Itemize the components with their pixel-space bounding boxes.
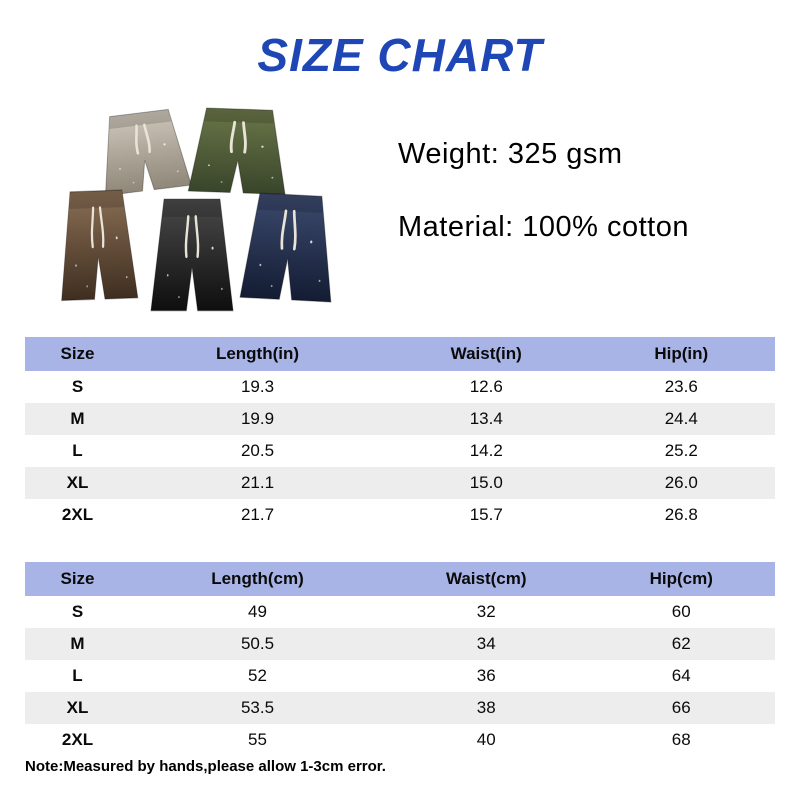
measurement-cell: 49	[248, 602, 267, 621]
measurement-cell: 21.1	[240, 473, 275, 492]
size-cell: S	[71, 602, 84, 621]
measurement-cell: 53.5	[240, 698, 275, 717]
measurement-cell: 14.2	[469, 441, 503, 460]
material-text: Material: 100% cotton	[398, 211, 689, 243]
measurement-cell: 15.7	[469, 505, 503, 524]
table-row: S 49 32 60	[25, 596, 775, 628]
table-row: 2XL 55 40 68	[25, 724, 775, 756]
size-cell: M	[70, 634, 85, 653]
measurement-cell: 66	[671, 698, 691, 717]
size-cell: 2XL	[61, 730, 94, 749]
measurement-cell: 24.4	[664, 409, 698, 428]
column-header: Size	[25, 562, 130, 596]
measurement-cell: 23.6	[664, 377, 698, 396]
measurement-cell: 55	[248, 730, 267, 749]
measurement-cell: 62	[671, 634, 691, 653]
measurement-cell: 52	[248, 666, 267, 685]
measurement-cell: 40	[476, 730, 496, 749]
size-cell: M	[70, 409, 85, 428]
measurement-cell: 36	[476, 666, 496, 685]
size-table-centimeters: Size Length(cm) Waist(cm) Hip(cm) S 49 32 60 M 5…	[25, 562, 775, 756]
shorts-image-black	[136, 191, 248, 327]
measurement-cell: 26.8	[664, 505, 698, 524]
column-header: Length(in)	[130, 337, 385, 371]
measurement-cell: 15.0	[469, 473, 503, 492]
measurement-cell: 38	[476, 698, 496, 717]
size-cell: S	[71, 377, 84, 396]
weight-text: Weight: 325 gsm	[398, 138, 623, 170]
shorts-image-green	[170, 101, 305, 208]
column-header: Hip(in)	[587, 337, 775, 371]
table-row: XL 53.5 38 66	[25, 692, 775, 724]
measurement-cell: 34	[476, 634, 496, 653]
column-header: Size	[25, 337, 130, 371]
table-row: XL 21.1 15.0 26.0	[25, 467, 775, 499]
measurement-cell: 60	[671, 602, 691, 621]
shorts-image-brown	[44, 181, 153, 317]
size-cell: XL	[66, 698, 89, 717]
table-header-row: Size Length(cm) Waist(cm) Hip(cm)	[25, 562, 775, 596]
size-cell: 2XL	[61, 505, 94, 524]
size-table-inches: Size Length(in) Waist(in) Hip(in) S 19.3 12.6…	[25, 337, 775, 531]
size-cell: L	[72, 666, 83, 685]
table-row: L 52 36 64	[25, 660, 775, 692]
measurement-cell: 32	[476, 602, 496, 621]
measurement-note: Note:Measured by hands,please allow 1-3c…	[25, 758, 386, 775]
shorts-image-navy	[223, 184, 354, 318]
column-header: Waist(in)	[385, 337, 588, 371]
size-cell: L	[72, 441, 83, 460]
column-header: Waist(cm)	[385, 562, 588, 596]
table-row: M 50.5 34 62	[25, 628, 775, 660]
measurement-cell: 20.5	[240, 441, 275, 460]
measurement-cell: 64	[671, 666, 691, 685]
table-header-row: Size Length(in) Waist(in) Hip(in)	[25, 337, 775, 371]
page-title: SIZE CHART	[257, 29, 543, 81]
table-row: S 19.3 12.6 23.6	[25, 371, 775, 403]
shorts-image-gray	[80, 100, 209, 209]
table-row: M 19.9 13.4 24.4	[25, 403, 775, 435]
measurement-cell: 19.3	[240, 377, 275, 396]
measurement-cell: 25.2	[664, 441, 698, 460]
table-row: 2XL 21.7 15.7 26.8	[25, 499, 775, 531]
measurement-cell: 19.9	[240, 409, 275, 428]
measurement-cell: 26.0	[664, 473, 698, 492]
measurement-cell: 12.6	[469, 377, 503, 396]
measurement-cell: 21.7	[240, 505, 275, 524]
column-header: Length(cm)	[130, 562, 385, 596]
size-cell: XL	[66, 473, 89, 492]
column-header: Hip(cm)	[587, 562, 775, 596]
measurement-cell: 13.4	[469, 409, 503, 428]
product-photo-collage	[40, 95, 370, 340]
measurement-cell: 50.5	[240, 634, 275, 653]
table-row: L 20.5 14.2 25.2	[25, 435, 775, 467]
measurement-cell: 68	[671, 730, 691, 749]
